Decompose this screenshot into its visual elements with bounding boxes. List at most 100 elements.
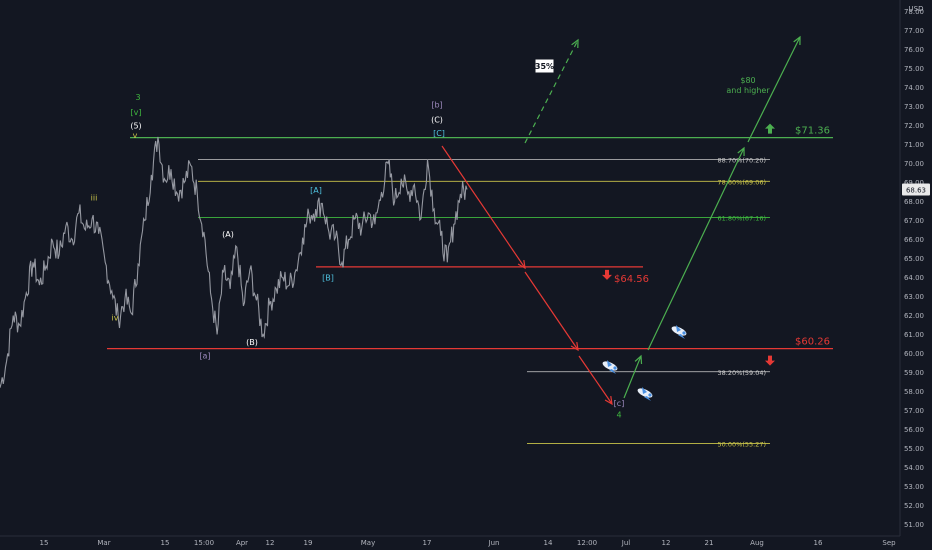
projection-up-arrow bbox=[747, 36, 801, 143]
plane-icon bbox=[637, 387, 653, 401]
y-tick-label: 58.00 bbox=[904, 388, 924, 396]
y-tick-label: 53.00 bbox=[904, 483, 924, 491]
x-tick-label: Apr bbox=[236, 539, 248, 547]
projection-down-arrow bbox=[578, 355, 613, 405]
currency-label: USD bbox=[909, 5, 924, 13]
wave-label: (A) bbox=[222, 230, 234, 239]
decorative-icons bbox=[602, 325, 687, 401]
projection-down-arrow bbox=[441, 145, 526, 269]
wave-label: [B] bbox=[322, 274, 334, 283]
x-tick-label: 15:00 bbox=[194, 539, 214, 547]
wave-label: [b] bbox=[431, 101, 442, 110]
x-tick-label: Jun bbox=[488, 539, 500, 547]
wave-label: v bbox=[133, 131, 138, 140]
x-tick-label: 12 bbox=[266, 539, 275, 547]
y-tick-label: 61.00 bbox=[904, 331, 924, 339]
up-arrow-icon bbox=[765, 123, 775, 134]
y-tick-label: 72.00 bbox=[904, 122, 924, 130]
level-label: $60.26 bbox=[795, 337, 830, 348]
target-label: and higher bbox=[726, 86, 770, 95]
projection-up-arrow-head bbox=[793, 35, 801, 46]
level-label: 38.20%(59.04) bbox=[718, 369, 766, 377]
y-tick-label: 54.00 bbox=[904, 464, 924, 472]
projection-dashed-arrow bbox=[524, 39, 579, 144]
plane-wing bbox=[642, 387, 647, 394]
wave-label: [C] bbox=[433, 129, 445, 138]
y-tick-label: 76.00 bbox=[904, 46, 924, 54]
projection-up-arrow bbox=[623, 355, 642, 399]
wave-label: [A] bbox=[310, 186, 322, 195]
x-tick-label: May bbox=[361, 539, 375, 547]
y-tick-label: 60.00 bbox=[904, 350, 924, 358]
y-tick-label: 65.00 bbox=[904, 255, 924, 263]
y-tick-label: 69.00 bbox=[904, 179, 924, 187]
y-tick-label: 63.00 bbox=[904, 293, 924, 301]
projection-dashed-arrow-head bbox=[571, 38, 579, 49]
x-tick-label: 14 bbox=[544, 539, 553, 547]
y-tick-label: 73.00 bbox=[904, 103, 924, 111]
x-tick-label: 19 bbox=[304, 539, 313, 547]
x-tick-label: 15 bbox=[40, 539, 49, 547]
x-tick-label: 17 bbox=[423, 539, 432, 547]
plane-wing bbox=[607, 360, 612, 367]
percent-badge bbox=[534, 58, 555, 74]
percent-badge-label: 35% bbox=[535, 62, 554, 71]
y-tick-label: 57.00 bbox=[904, 407, 924, 415]
projection-up-arrow-head bbox=[737, 146, 745, 157]
plane-cockpit bbox=[613, 366, 617, 370]
projection-down-arrow-head bbox=[604, 396, 613, 406]
current-price-badge bbox=[902, 183, 930, 196]
level-label: $64.56 bbox=[614, 274, 649, 285]
price-axis-background bbox=[900, 0, 932, 550]
y-tick-label: 78.00 bbox=[904, 8, 924, 16]
x-tick-label: 15 bbox=[161, 539, 170, 547]
x-tick-label: Sep bbox=[882, 539, 896, 547]
y-tick-label: 62.00 bbox=[904, 312, 924, 320]
current-price-label: 68.63 bbox=[906, 187, 926, 195]
plane-wing bbox=[644, 396, 651, 401]
x-tick-label: 12:00 bbox=[577, 539, 597, 547]
horizontal-levels: $71.36 88.70%(70.20) 78.60%(69.06) 61.80%(6… bbox=[107, 123, 833, 448]
x-tick-label: 21 bbox=[705, 539, 714, 547]
level-label: 88.70%(70.20) bbox=[718, 157, 766, 165]
price-line bbox=[0, 136, 468, 388]
level-label: 78.60%(69.06) bbox=[718, 178, 766, 186]
y-tick-label: 68.00 bbox=[904, 198, 924, 206]
y-tick-label: 52.00 bbox=[904, 502, 924, 510]
x-tick-label: Mar bbox=[97, 539, 110, 547]
level-label: 61.80%(67.16) bbox=[718, 214, 766, 222]
plane-wing bbox=[676, 325, 681, 332]
y-tick-label: 70.00 bbox=[904, 160, 924, 168]
down-arrow-icon bbox=[765, 355, 775, 366]
projection-down-arrow-head bbox=[570, 341, 579, 352]
wave-label: 4 bbox=[616, 410, 621, 419]
y-tick-label: 55.00 bbox=[904, 445, 924, 453]
y-tick-label: 66.00 bbox=[904, 236, 924, 244]
y-tick-label: 67.00 bbox=[904, 217, 924, 225]
wave-label: iv bbox=[112, 313, 119, 322]
plane-cockpit bbox=[648, 393, 652, 397]
y-tick-label: 75.00 bbox=[904, 65, 924, 73]
wave-label: (B) bbox=[246, 338, 258, 347]
target-label: $80 bbox=[740, 76, 755, 85]
y-tick-label: 64.00 bbox=[904, 274, 924, 282]
wave-labels: 3 [v] (5)v iii iv [a] (A) (B) [A] [B] [b] (C) [C] [c]… bbox=[91, 93, 625, 419]
x-tick-label: Jul bbox=[621, 539, 631, 547]
x-tick-label: 16 bbox=[814, 539, 823, 547]
wave-label: [a] bbox=[199, 351, 210, 360]
y-tick-label: 77.00 bbox=[904, 27, 924, 35]
wave-label: iii bbox=[91, 194, 98, 203]
projection-down-arrow-head bbox=[517, 259, 526, 270]
wave-label: [c] bbox=[614, 399, 625, 408]
wave-label: [v] bbox=[131, 108, 142, 117]
plane-icon bbox=[671, 325, 687, 339]
projection-up-arrow-head bbox=[634, 354, 643, 365]
y-tick-label: 59.00 bbox=[904, 369, 924, 377]
y-tick-label: 71.00 bbox=[904, 141, 924, 149]
wave-label: 3 bbox=[135, 93, 140, 102]
wave-label: (C) bbox=[431, 116, 443, 125]
